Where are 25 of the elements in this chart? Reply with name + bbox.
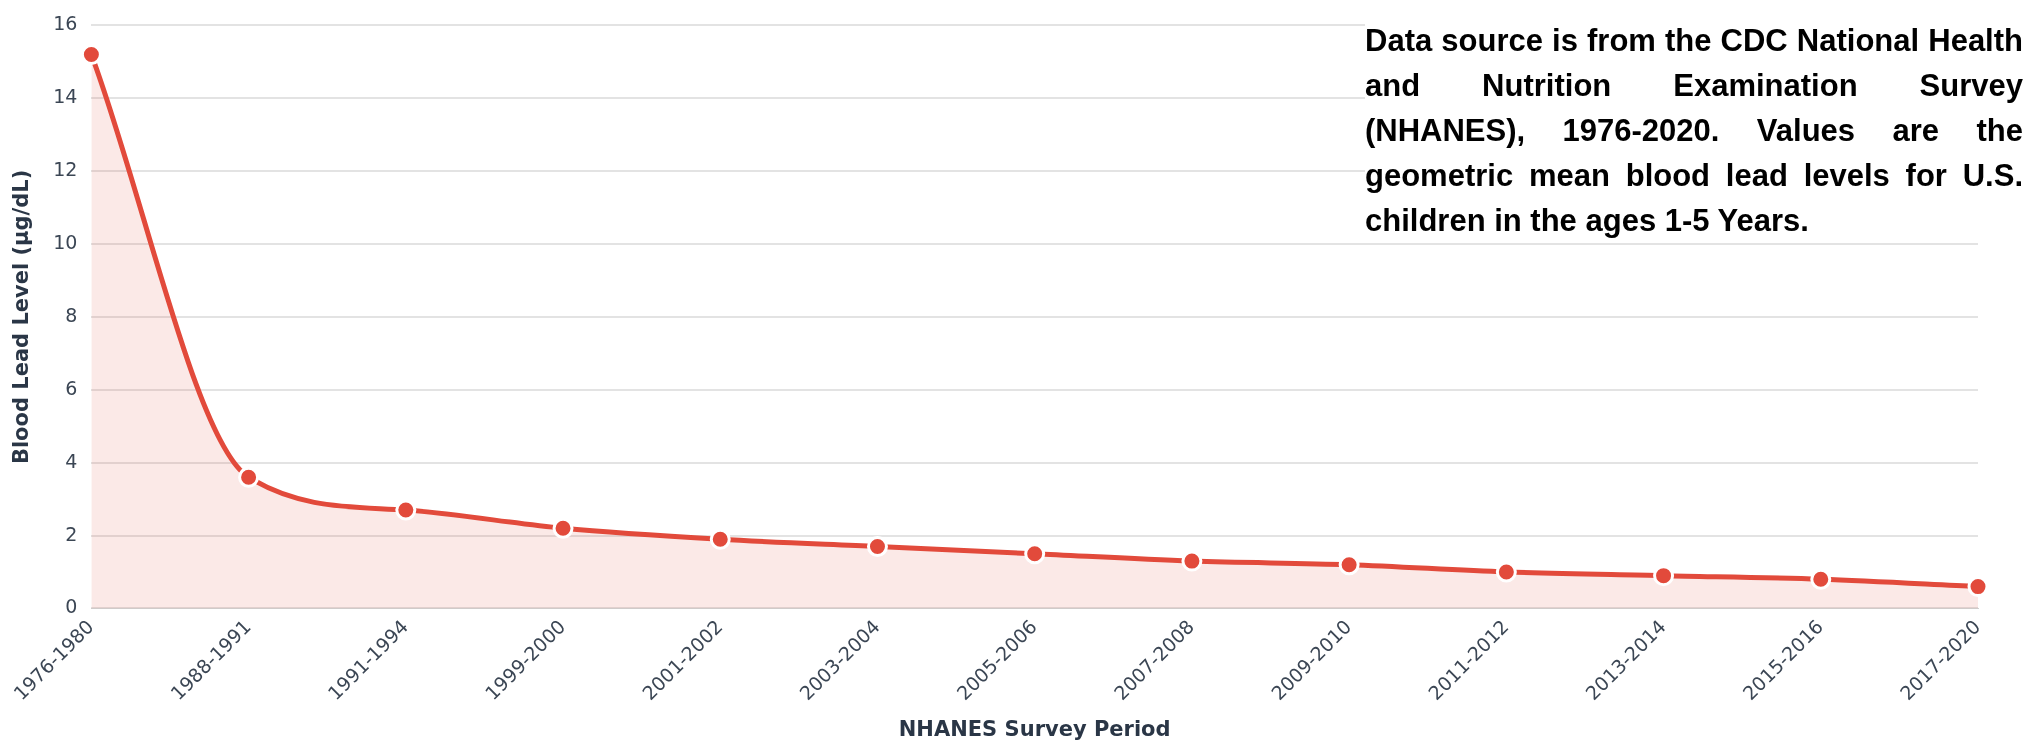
y-tick-label: 0 xyxy=(65,595,78,618)
y-tick-label: 10 xyxy=(53,230,78,253)
point xyxy=(1967,576,1989,598)
y-tick-label: 14 xyxy=(53,85,78,108)
point xyxy=(1810,568,1832,590)
point xyxy=(866,536,888,557)
y-axis-title: Blood Lead Level (µg/dL) xyxy=(9,169,34,465)
annotation: Data source is from the CDC National Health and Nutrition Examination Survey (NHANES), 1976-2020. Values are the geometric mean blood lead levels for U.S. children in the ages 1-5 Years. xyxy=(1365,18,2023,243)
point xyxy=(238,466,260,488)
y-tick-label: 16 xyxy=(53,12,78,35)
point xyxy=(552,517,574,539)
x-axis-title: NHANES Survey Period xyxy=(898,716,1171,741)
y-tick-label: 6 xyxy=(65,376,78,399)
y-tick-label: 12 xyxy=(53,158,78,181)
point xyxy=(1495,561,1517,583)
point xyxy=(80,44,102,66)
point xyxy=(1181,550,1203,572)
point xyxy=(1653,565,1675,587)
y-tick-label: 8 xyxy=(65,303,78,326)
point xyxy=(709,528,731,550)
y-tick-label: 2 xyxy=(65,522,78,545)
point xyxy=(1338,554,1360,576)
y-tick-label: 4 xyxy=(65,449,78,472)
point xyxy=(395,499,417,521)
point xyxy=(1024,543,1046,565)
